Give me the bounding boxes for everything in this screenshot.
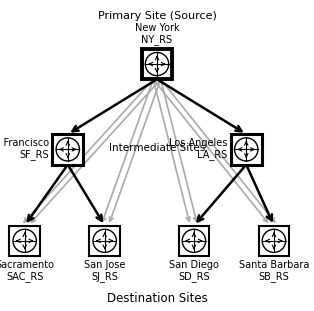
- Text: SAC_RS: SAC_RS: [6, 271, 43, 282]
- Circle shape: [93, 229, 116, 253]
- Text: SB_RS: SB_RS: [258, 271, 289, 282]
- Text: Santa Barbara: Santa Barbara: [239, 260, 309, 270]
- Bar: [89, 225, 120, 256]
- Bar: [258, 225, 289, 256]
- Bar: [231, 134, 262, 165]
- Text: Sacramento: Sacramento: [0, 260, 54, 270]
- Text: SF_RS: SF_RS: [19, 149, 49, 160]
- Text: San Diego: San Diego: [169, 260, 219, 270]
- Text: Intermediate Sites: Intermediate Sites: [109, 143, 205, 153]
- Text: San Jose: San Jose: [84, 260, 125, 270]
- Circle shape: [235, 138, 258, 161]
- Text: Destination Sites: Destination Sites: [107, 292, 207, 305]
- Text: SD_RS: SD_RS: [178, 271, 210, 282]
- Circle shape: [262, 229, 286, 253]
- Bar: [52, 134, 83, 165]
- Text: New York: New York: [135, 23, 179, 33]
- Text: Los Angeles: Los Angeles: [169, 138, 227, 148]
- Text: SJ_RS: SJ_RS: [91, 271, 118, 282]
- Circle shape: [182, 229, 206, 253]
- Bar: [9, 225, 40, 256]
- Circle shape: [13, 229, 36, 253]
- Text: NY_RS: NY_RS: [141, 34, 173, 45]
- Bar: [179, 225, 209, 256]
- Text: LA_RS: LA_RS: [197, 149, 227, 160]
- Text: Primary Site (Source): Primary Site (Source): [98, 11, 216, 21]
- Circle shape: [56, 138, 79, 161]
- Circle shape: [145, 53, 169, 76]
- Text: San Francisco: San Francisco: [0, 138, 49, 148]
- Bar: [142, 49, 172, 79]
